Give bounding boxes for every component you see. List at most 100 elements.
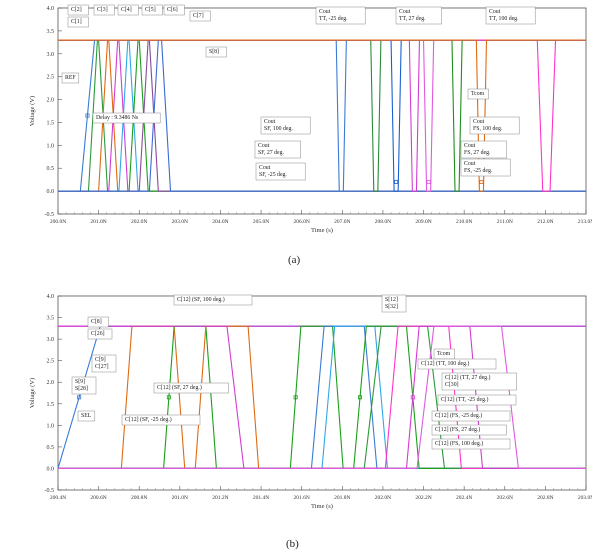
x-tick-label: 207.0N — [334, 219, 350, 225]
label-text: SEL — [81, 413, 92, 419]
y-tick-label: 2.5 — [47, 75, 55, 81]
x-tick-label: 202.6N — [497, 495, 513, 501]
x-tick-label: 213.0N — [578, 219, 592, 225]
label-box — [417, 358, 497, 370]
label-c-26: C[26] — [87, 328, 113, 340]
label-text: SF, 27 deg. — [258, 150, 284, 156]
label-text: Cout — [264, 119, 276, 125]
label-box — [437, 394, 517, 406]
y-tick-label: 4.0 — [47, 6, 55, 12]
label-text: C[12] (TT, 100 deg.) — [421, 360, 469, 367]
label-sel: SEL — [77, 410, 96, 422]
x-tick-label: 200.0N — [50, 219, 66, 225]
label-box — [77, 410, 96, 422]
label-box — [71, 376, 97, 395]
y-tick-label: 1.5 — [47, 120, 55, 126]
y-tick-label: -0.5 — [45, 212, 55, 218]
label-box — [141, 4, 163, 16]
label-s-12-s-32: S[12]S[32] — [381, 294, 407, 313]
x-tick-label: 210.0N — [456, 219, 472, 225]
label-text: C[27] — [95, 364, 109, 370]
label-box — [260, 116, 311, 135]
label-text: FS, 100 deg. — [473, 126, 503, 132]
y-tick-label: 2.0 — [47, 380, 55, 386]
label-box — [121, 414, 201, 426]
label-c-12-fs-100-deg: C[12] (FS, 100 deg.) — [431, 438, 511, 450]
label-text: Cout — [399, 9, 411, 15]
x-tick-label: 201.4N — [253, 495, 269, 501]
label-text: C[12] (SF, -25 deg.) — [125, 416, 172, 423]
label-text: C[9] — [95, 357, 106, 363]
label-text: C[30] — [445, 382, 459, 388]
x-tick-label: 201.6N — [294, 495, 310, 501]
label-text: C[12] (FS, -25 deg.) — [435, 412, 482, 419]
label-text: C[7] — [193, 13, 204, 19]
label-text: SF, 100 deg. — [264, 126, 293, 132]
label-box — [431, 438, 511, 450]
x-tick-label: 208.0N — [375, 219, 391, 225]
y-tick-label: 1.5 — [47, 402, 55, 408]
x-tick-label: 204.0N — [212, 219, 228, 225]
label-text: TT, -25 deg. — [319, 16, 348, 22]
label-box — [381, 294, 407, 313]
label-text: S[28] — [75, 386, 88, 392]
label-text: SF, -25 deg. — [259, 172, 287, 178]
label-box — [467, 88, 489, 100]
label-box — [163, 4, 185, 16]
label-text: Cout — [319, 9, 331, 15]
label-box — [189, 10, 211, 22]
label-c-2: C[2] — [67, 4, 89, 16]
caption-b: (b) — [286, 538, 299, 550]
label-box — [61, 72, 80, 84]
marker-cout-fs-27-deg — [426, 179, 431, 184]
caption-a: (a) — [288, 254, 301, 266]
x-tick-label: 201.0N — [172, 495, 188, 501]
label-c-3: C[3] — [93, 4, 115, 16]
label-box — [254, 140, 301, 159]
label-c-5: C[5] — [141, 4, 163, 16]
x-tick-label: 202.2N — [415, 495, 431, 501]
label-text: Cout — [464, 161, 476, 167]
x-tick-label: 201.2N — [212, 495, 228, 501]
label-text: C[12] (SF, 27 deg.) — [157, 384, 202, 391]
x-axis-label: Time (s) — [311, 227, 333, 234]
label-c-6: C[6] — [163, 4, 185, 16]
label-text: TT, 27 deg. — [399, 16, 426, 22]
label-c-12-sf-100-deg: C[12] (SF, 100 deg.) — [173, 294, 253, 306]
marker-c-12-sf-25-deg — [293, 395, 298, 400]
label-box — [315, 6, 366, 25]
label-box — [441, 372, 517, 391]
label-c-12-fs-27-deg: C[12] (FS, 27 deg.) — [431, 424, 507, 436]
label-text: S[32] — [385, 304, 398, 310]
label-box — [87, 328, 113, 340]
label-box — [67, 16, 89, 28]
label-text: Delay : 9.3486 Ns — [96, 115, 139, 121]
x-tick-label: 200.8N — [131, 495, 147, 501]
label-box — [117, 4, 139, 16]
label-text: S[9] — [75, 379, 85, 385]
label-box — [485, 6, 536, 25]
label-text: Cout — [464, 143, 476, 149]
label-text: Cout — [259, 165, 271, 171]
label-tcom: Tcom — [433, 348, 455, 360]
marker-c-12-fs-27-deg — [410, 395, 415, 400]
label-c-12-tt-25-deg: C[12] (TT, -25 deg.) — [437, 394, 517, 406]
label-c-12-sf-25-deg: C[12] (SF, -25 deg.) — [121, 414, 201, 426]
label-text: S[8] — [209, 49, 219, 55]
label-c-4: C[4] — [117, 4, 139, 16]
x-tick-label: 200.4N — [50, 495, 66, 501]
label-text: C[12] (FS, 27 deg.) — [435, 426, 480, 433]
y-axis-label: Voltage (V) — [29, 378, 36, 408]
label-box — [255, 162, 306, 181]
x-tick-label: 205.0N — [253, 219, 269, 225]
label-text: C[1] — [71, 19, 82, 25]
label-box — [431, 410, 511, 422]
x-tick-label: 212.0N — [537, 219, 553, 225]
y-axis-label: Voltage (V) — [29, 96, 36, 126]
label-text: S[12] — [385, 297, 398, 303]
